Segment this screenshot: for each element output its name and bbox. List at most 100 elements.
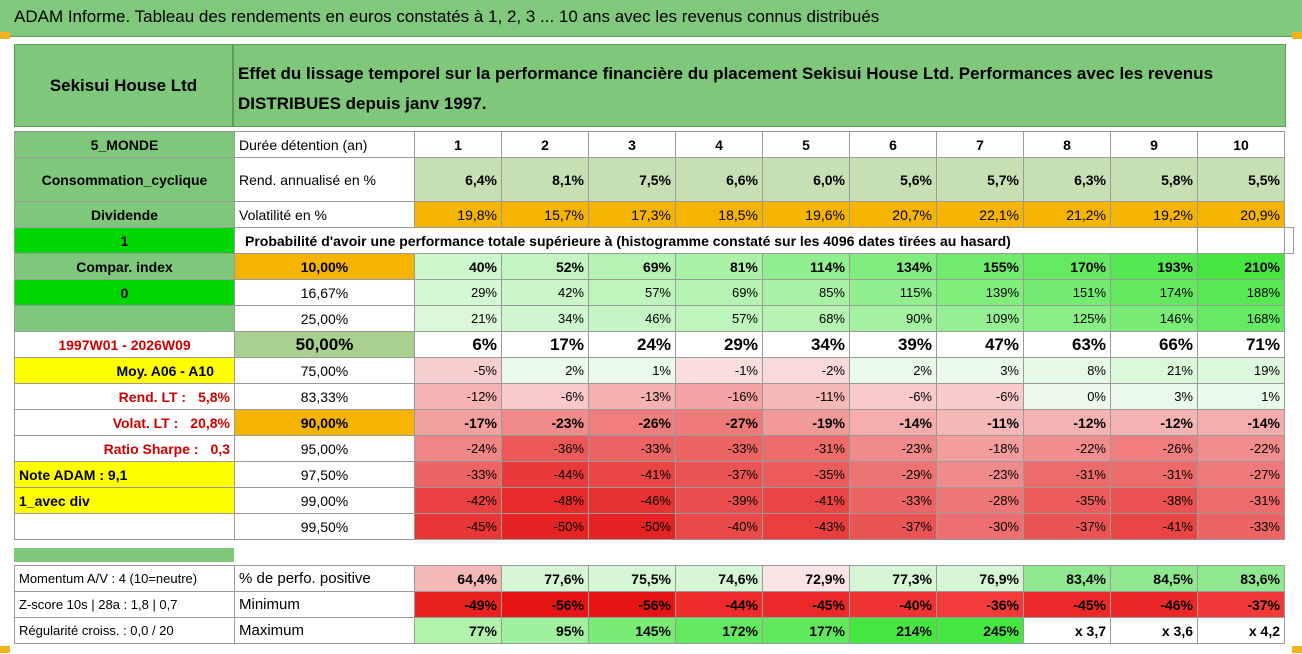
return-row: Consommation_cyclique Rend. annualisé en … [14, 157, 1294, 202]
quantile-value: 155% [936, 253, 1024, 280]
return-value: 6,4% [414, 157, 502, 202]
quantile-value: -41% [588, 461, 676, 488]
volat-lt-value: 20,8% [190, 414, 230, 431]
quantile-value: 134% [849, 253, 937, 280]
corner-marker [0, 32, 10, 39]
corner-marker [1292, 32, 1302, 39]
minimum-row-value: -49% [414, 591, 502, 618]
corner-marker [1292, 646, 1302, 653]
quantile-value: 68% [762, 305, 850, 332]
quantile-value: -6% [936, 383, 1024, 410]
quantile-value: 1% [588, 357, 676, 384]
quantile-label: 10,00% [234, 253, 415, 280]
empty-left-cell [14, 305, 235, 332]
quantile-value: -29% [849, 461, 937, 488]
quantile-value: -14% [849, 409, 937, 436]
volatility-value: 19,8% [414, 201, 502, 228]
quantile-value: 34% [762, 331, 850, 358]
volatility-value: 19,6% [762, 201, 850, 228]
quantile-value: -5% [414, 357, 502, 384]
minimum-row-value: -45% [1023, 591, 1111, 618]
volatility-value: 18,5% [675, 201, 763, 228]
quantile-value: -1% [675, 357, 763, 384]
positive-row-value: 83,6% [1197, 565, 1285, 592]
quantile-value: -50% [501, 513, 589, 540]
maximum-row-label: Maximum [234, 617, 415, 644]
positive-row-value: 64,4% [414, 565, 502, 592]
empty-cell [1284, 227, 1294, 254]
quantile-value: 52% [501, 253, 589, 280]
return-value: 6,6% [675, 157, 763, 202]
quantile-value: -31% [1110, 461, 1198, 488]
quantile-value: 21% [1110, 357, 1198, 384]
quantile-value: -23% [936, 461, 1024, 488]
quantile-value: -37% [849, 513, 937, 540]
quantile-value: -6% [849, 383, 937, 410]
quantile-value: -31% [1197, 487, 1285, 514]
quantile-value: 34% [501, 305, 589, 332]
quantile-value: -2% [762, 357, 850, 384]
minimum-row-value: -56% [501, 591, 589, 618]
quantile-value: 40% [414, 253, 502, 280]
quantile-value: 69% [588, 253, 676, 280]
one-label: 1 [14, 227, 235, 254]
quantile-value: 46% [588, 305, 676, 332]
zero-label: 0 [14, 279, 235, 306]
volat-lt-label: Volat. LT : [112, 414, 179, 431]
quantile-value: 6% [414, 331, 502, 358]
volatility-row: Dividende Volatilité en % 19,8% 15,7% 17,3% 1… [14, 201, 1294, 228]
minimum-row-value: -46% [1110, 591, 1198, 618]
quantile-label: 50,00% [234, 331, 415, 358]
quantile-value: 3% [936, 357, 1024, 384]
year-header: 3 [588, 131, 676, 158]
quantile-value: 193% [1110, 253, 1198, 280]
quantile-value: -45% [414, 513, 502, 540]
volatility-value: 21,2% [1023, 201, 1111, 228]
quantile-row: Volat. LT :20,8% 90,00% -17% -23% -26% -27% -1… [14, 409, 1294, 436]
moy-label: Moy. A06 - A10 [14, 357, 235, 384]
minimum-row-left-label: Z-score 10s | 28a : 1,8 | 0,7 [14, 591, 235, 618]
quantile-value: -28% [936, 487, 1024, 514]
quantile-value: 151% [1023, 279, 1111, 306]
rend-lt-value: 5,8% [198, 388, 230, 405]
quantile-value: -16% [675, 383, 763, 410]
maximum-row-value: 177% [762, 617, 850, 644]
quantile-value: -11% [762, 383, 850, 410]
separator-strip [14, 548, 234, 562]
volat-lt: Volat. LT : 20,8% [14, 409, 235, 436]
quantile-value: -50% [588, 513, 676, 540]
minimum-row-value: -36% [936, 591, 1024, 618]
maximum-row-value: 214% [849, 617, 937, 644]
empty-left-cell [14, 513, 235, 540]
return-value: 5,5% [1197, 157, 1285, 202]
quantile-value: -23% [849, 435, 937, 462]
quantile-value: -27% [1197, 461, 1285, 488]
quantile-value: 90% [849, 305, 937, 332]
quantile-label: 90,00% [234, 409, 415, 436]
avec-div-label: 1_avec div [14, 487, 235, 514]
year-header: 6 [849, 131, 937, 158]
quantile-value: -19% [762, 409, 850, 436]
quantile-value: -24% [414, 435, 502, 462]
minimum-row-value: -56% [588, 591, 676, 618]
quantile-value: -12% [1110, 409, 1198, 436]
quantile-value: 115% [849, 279, 937, 306]
probability-label: Probabilité d'avoir une performance tota… [234, 227, 1198, 254]
quantile-value: 42% [501, 279, 589, 306]
sharpe-ratio-value: 0,3 [210, 440, 230, 457]
note-adam: Note ADAM : 9,1 [14, 461, 235, 488]
quantile-value: -33% [849, 487, 937, 514]
quantile-value: -26% [1110, 435, 1198, 462]
quantile-value: 66% [1110, 331, 1198, 358]
quantile-row: 0 16,67% 29% 42% 57% 69% 85% 115% 139% 151% 174% 18… [14, 279, 1294, 306]
quantile-value: 81% [675, 253, 763, 280]
quantile-value: 63% [1023, 331, 1111, 358]
description-line-1: Effet du lissage temporel sur la perform… [238, 64, 1214, 83]
maximum-row-value: x 3,7 [1023, 617, 1111, 644]
quantile-value: 2% [501, 357, 589, 384]
minimum-row-value: -44% [675, 591, 763, 618]
quantile-label: 99,50% [234, 513, 415, 540]
quantile-value: -12% [414, 383, 502, 410]
compar-index-label: Compar. index [14, 253, 235, 280]
positive-row-value: 83,4% [1023, 565, 1111, 592]
